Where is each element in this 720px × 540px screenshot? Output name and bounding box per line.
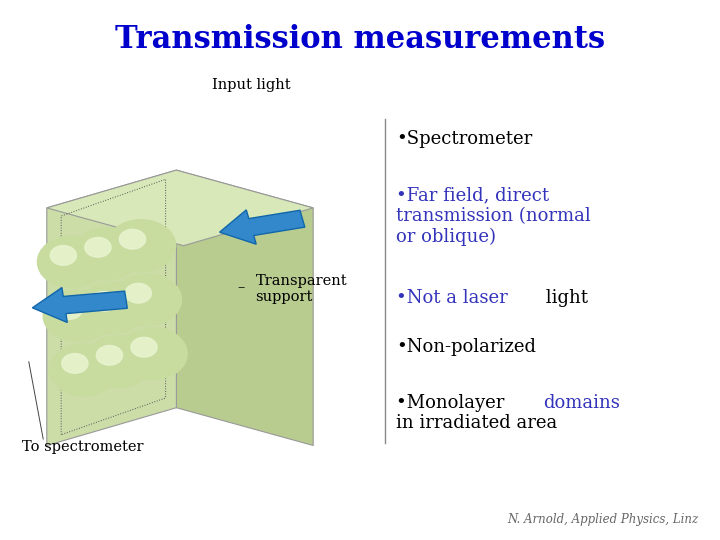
Circle shape bbox=[125, 284, 151, 303]
Text: •Spectrometer: •Spectrometer bbox=[396, 130, 532, 147]
Text: •Not a laser: •Not a laser bbox=[396, 289, 508, 307]
Circle shape bbox=[37, 236, 107, 288]
Circle shape bbox=[84, 336, 153, 388]
Circle shape bbox=[49, 344, 118, 396]
Circle shape bbox=[78, 282, 147, 334]
Circle shape bbox=[120, 230, 145, 249]
Text: N. Arnold, Applied Physics, Linz: N. Arnold, Applied Physics, Linz bbox=[507, 514, 698, 526]
Circle shape bbox=[118, 328, 187, 380]
Circle shape bbox=[72, 228, 141, 280]
FancyArrow shape bbox=[220, 210, 305, 244]
Circle shape bbox=[107, 220, 176, 272]
Text: Transparent
support: Transparent support bbox=[256, 274, 347, 304]
Circle shape bbox=[85, 238, 111, 257]
Circle shape bbox=[96, 346, 122, 365]
Text: Input light: Input light bbox=[212, 78, 291, 92]
Circle shape bbox=[62, 354, 88, 373]
Text: •Non-polarized: •Non-polarized bbox=[396, 338, 536, 355]
Text: •Far field, direct
transmission (normal
or oblique): •Far field, direct transmission (normal … bbox=[396, 186, 590, 246]
Polygon shape bbox=[47, 170, 176, 446]
Circle shape bbox=[131, 338, 157, 357]
Circle shape bbox=[91, 292, 117, 311]
Circle shape bbox=[50, 246, 76, 265]
Text: in irradiated area: in irradiated area bbox=[396, 414, 557, 433]
Text: Transmission measurements: Transmission measurements bbox=[115, 24, 605, 55]
Text: domains: domains bbox=[544, 394, 620, 412]
Polygon shape bbox=[176, 170, 313, 446]
Text: To spectrometer: To spectrometer bbox=[22, 440, 143, 454]
Text: light: light bbox=[540, 289, 588, 307]
Text: –: – bbox=[238, 280, 245, 294]
Circle shape bbox=[112, 274, 181, 326]
Circle shape bbox=[56, 300, 82, 319]
FancyArrow shape bbox=[32, 288, 127, 322]
Circle shape bbox=[43, 290, 112, 342]
Text: •Monolayer: •Monolayer bbox=[396, 394, 510, 412]
Polygon shape bbox=[47, 170, 313, 246]
